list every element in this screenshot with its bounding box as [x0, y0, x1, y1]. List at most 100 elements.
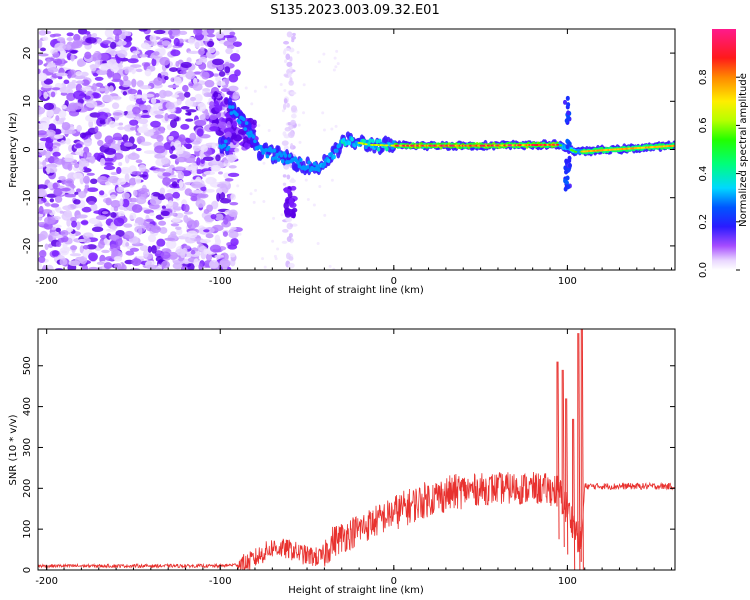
ridge-cell [312, 161, 317, 166]
spectrogram-cell [170, 119, 177, 129]
spectrogram-cell [56, 179, 63, 183]
spectrogram-cell [131, 78, 137, 88]
spectrogram-cell [185, 70, 196, 80]
ridge-cell [235, 112, 239, 117]
spectrogram-cell [85, 152, 92, 158]
ridge-spread [564, 180, 569, 186]
spectrogram-cell [145, 264, 158, 270]
spectrogram-cell [77, 191, 87, 199]
spectrogram-cell [109, 41, 117, 50]
spectrogram-cell [182, 84, 189, 92]
spectrogram-cell [108, 234, 120, 240]
spectrogram-cell [113, 256, 123, 262]
spectrogram-cell [91, 226, 104, 233]
spectrogram-cell [226, 121, 231, 128]
spectrogram-cell [90, 63, 97, 72]
spectrogram-cell [59, 210, 64, 214]
spectrogram-cell [41, 209, 53, 214]
ridge-cell [242, 117, 246, 122]
spectrogram-cell [78, 158, 87, 166]
spectrogram-cell [304, 178, 308, 182]
spectrogram-cell [214, 234, 221, 243]
spectrogram-cell [215, 154, 221, 162]
spectrogram-cell [291, 223, 298, 227]
spectrogram-cell [101, 211, 109, 215]
spectrogram-cell [298, 140, 302, 144]
spectrogram-cell [69, 253, 82, 257]
spectrogram-cell [334, 65, 338, 69]
spectrogram-cell [150, 120, 161, 128]
spectrogram-cell [38, 213, 44, 218]
spectrogram-cell [38, 106, 46, 115]
snr-frame [37, 328, 676, 571]
spectrogram-cell [209, 244, 222, 253]
spectrogram-cell [90, 178, 98, 185]
spectrogram-cell [102, 60, 107, 64]
spectrogram-cell [193, 77, 198, 85]
spectrogram-cell [172, 191, 181, 199]
spectrogram-cell [323, 213, 327, 217]
ridge-cell [279, 153, 284, 158]
spectrogram-cell [286, 188, 291, 195]
snr-spike [581, 329, 584, 570]
spectrogram-cell [85, 37, 97, 44]
spectrogram-cell [45, 151, 51, 159]
spectrogram-cell [203, 170, 216, 176]
spectrogram-cell [162, 177, 171, 186]
spectrogram-cell [286, 222, 293, 230]
spectrogram-cell [185, 236, 197, 244]
spectrogram-cell [174, 166, 185, 171]
spectrogram-cell [154, 93, 160, 98]
spectrogram-cell [204, 188, 215, 193]
spectrogram-cell [185, 137, 191, 143]
spectrogram-cell [64, 178, 74, 187]
spectrogram-cell [227, 155, 236, 163]
spectrogram-cell [160, 251, 171, 260]
spectrogram-cell [257, 124, 261, 128]
ridge-cell [269, 148, 274, 153]
spectrogram-noise [38, 29, 340, 270]
spectrogram-cell [318, 185, 322, 189]
spectrogram-cell [79, 132, 87, 139]
spectrogram-cell [253, 89, 257, 93]
spectrogram-cell [289, 91, 297, 95]
spectrogram-cell [148, 203, 160, 210]
spectrogram-cell [209, 259, 219, 269]
spectrogram-cell [92, 82, 97, 92]
spectrogram-cell [133, 189, 138, 197]
spectrogram-cell [167, 114, 177, 120]
spectrogram-cell [210, 164, 221, 172]
ridge-cell [230, 105, 235, 110]
spectrogram-cell [92, 72, 99, 77]
spectrogram-cell [171, 217, 181, 223]
spectrogram-cell [232, 91, 240, 100]
spectrogram-cell [138, 226, 143, 235]
spectrogram-cell [88, 119, 94, 128]
spectrogram-cell [59, 258, 68, 266]
spectrogram-cell [286, 102, 290, 108]
ridge-cell [224, 139, 228, 144]
spectrogram-cell [55, 227, 61, 233]
spectrogram-cell [129, 119, 139, 126]
spectrogram-cell [215, 31, 225, 39]
spectrogram-cell [158, 220, 167, 226]
spectrogram-cell [199, 150, 204, 158]
spectrogram-cell [332, 68, 336, 72]
spectrogram-cell [110, 171, 119, 176]
spectrogram-cell [119, 80, 124, 86]
spectrogram-cell [73, 172, 84, 180]
snr-y-tick-label: 400 [22, 397, 33, 416]
spectrogram-cell [81, 79, 90, 87]
spectrogram-cell [191, 140, 201, 145]
spectrogram-cell [140, 114, 151, 119]
spectrogram-cell [167, 200, 174, 207]
spectrogram-cell [76, 214, 88, 219]
spectrogram-cell [289, 66, 293, 72]
spectrogram-cell [132, 106, 141, 115]
spectrogram-cell [58, 118, 65, 124]
spectrogram-cell [281, 240, 288, 244]
spectrogram-cell [121, 192, 130, 200]
spectrogram-cell [229, 252, 236, 258]
spectrogram-cell [65, 227, 74, 233]
ridge-cell [228, 105, 232, 109]
